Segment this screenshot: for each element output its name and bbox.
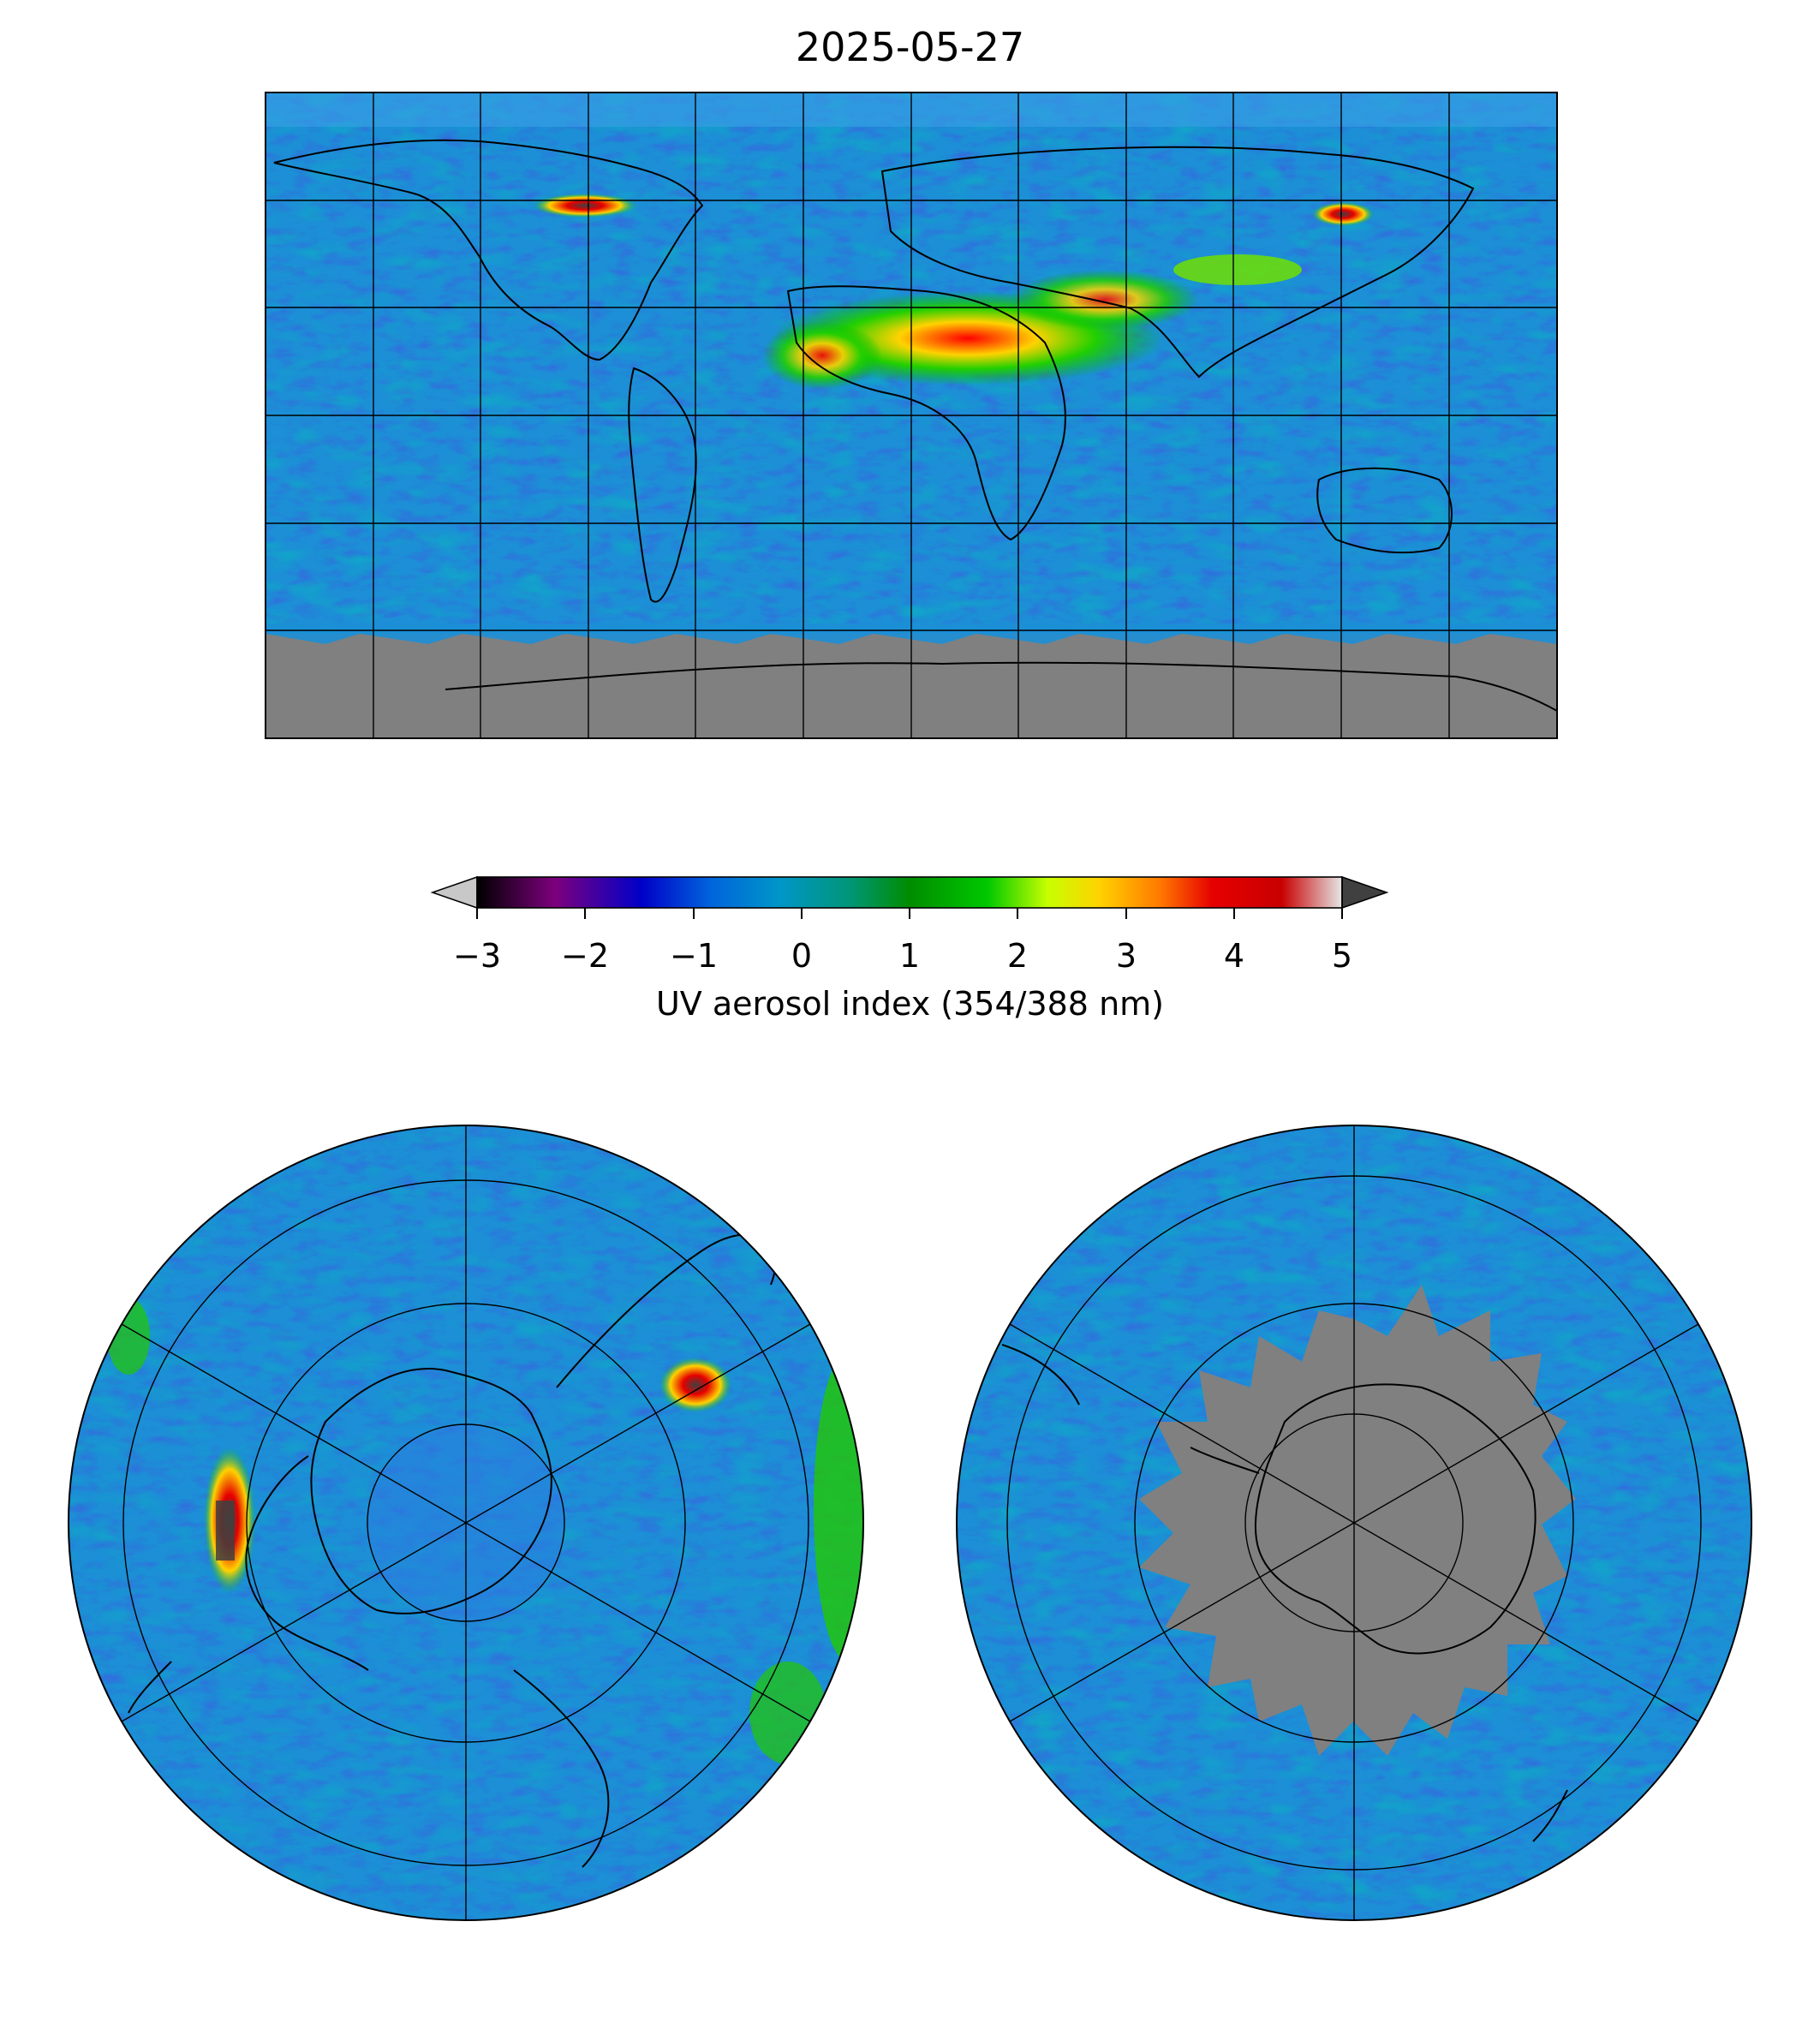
- colorbar-under-extension: [430, 875, 478, 910]
- south-pole-map: [957, 1125, 1751, 1920]
- global-coastlines: [273, 139, 1557, 712]
- north-pole-coastlines: [128, 1233, 777, 1868]
- colorbar: [430, 875, 1389, 919]
- colorbar-gradient: [477, 877, 1342, 908]
- south-pole-graticule: [1006, 1125, 1702, 1920]
- smoke-plume-canada: [534, 194, 636, 218]
- north-pole-frame: [68, 1125, 864, 1921]
- north-smoke-plume-siberia: [659, 1358, 731, 1412]
- figure-title: 2025-05-27: [795, 24, 1025, 70]
- south-pole-frame: [956, 1125, 1752, 1921]
- north-pole-graticule: [121, 1125, 811, 1920]
- south-pole-coastlines: [1001, 1344, 1568, 1842]
- global-map: [266, 92, 1557, 738]
- colorbar-tick-label: −2: [560, 937, 610, 975]
- global-map-frame: [265, 92, 1558, 739]
- smoke-plume-siberia: [1312, 202, 1374, 226]
- colorbar-over-extension: [1341, 875, 1389, 910]
- colorbar-ticks: [476, 908, 1343, 919]
- colorbar-tick-label: 3: [1115, 937, 1137, 975]
- global-graticule: [266, 92, 1557, 738]
- colorbar-label: UV aerosol index (354/388 nm): [655, 985, 1164, 1023]
- north-pole-map: [69, 1125, 863, 1920]
- colorbar-tick-label: 1: [898, 937, 921, 975]
- colorbar-tick-label: 2: [1006, 937, 1029, 975]
- colorbar-tick-label: 4: [1223, 937, 1245, 975]
- colorbar-tick-label: −1: [669, 937, 719, 975]
- colorbar-tick-label: −3: [452, 937, 502, 975]
- colorbar-tick-label: 5: [1331, 937, 1353, 975]
- colorbar-tick-label: 0: [791, 937, 813, 975]
